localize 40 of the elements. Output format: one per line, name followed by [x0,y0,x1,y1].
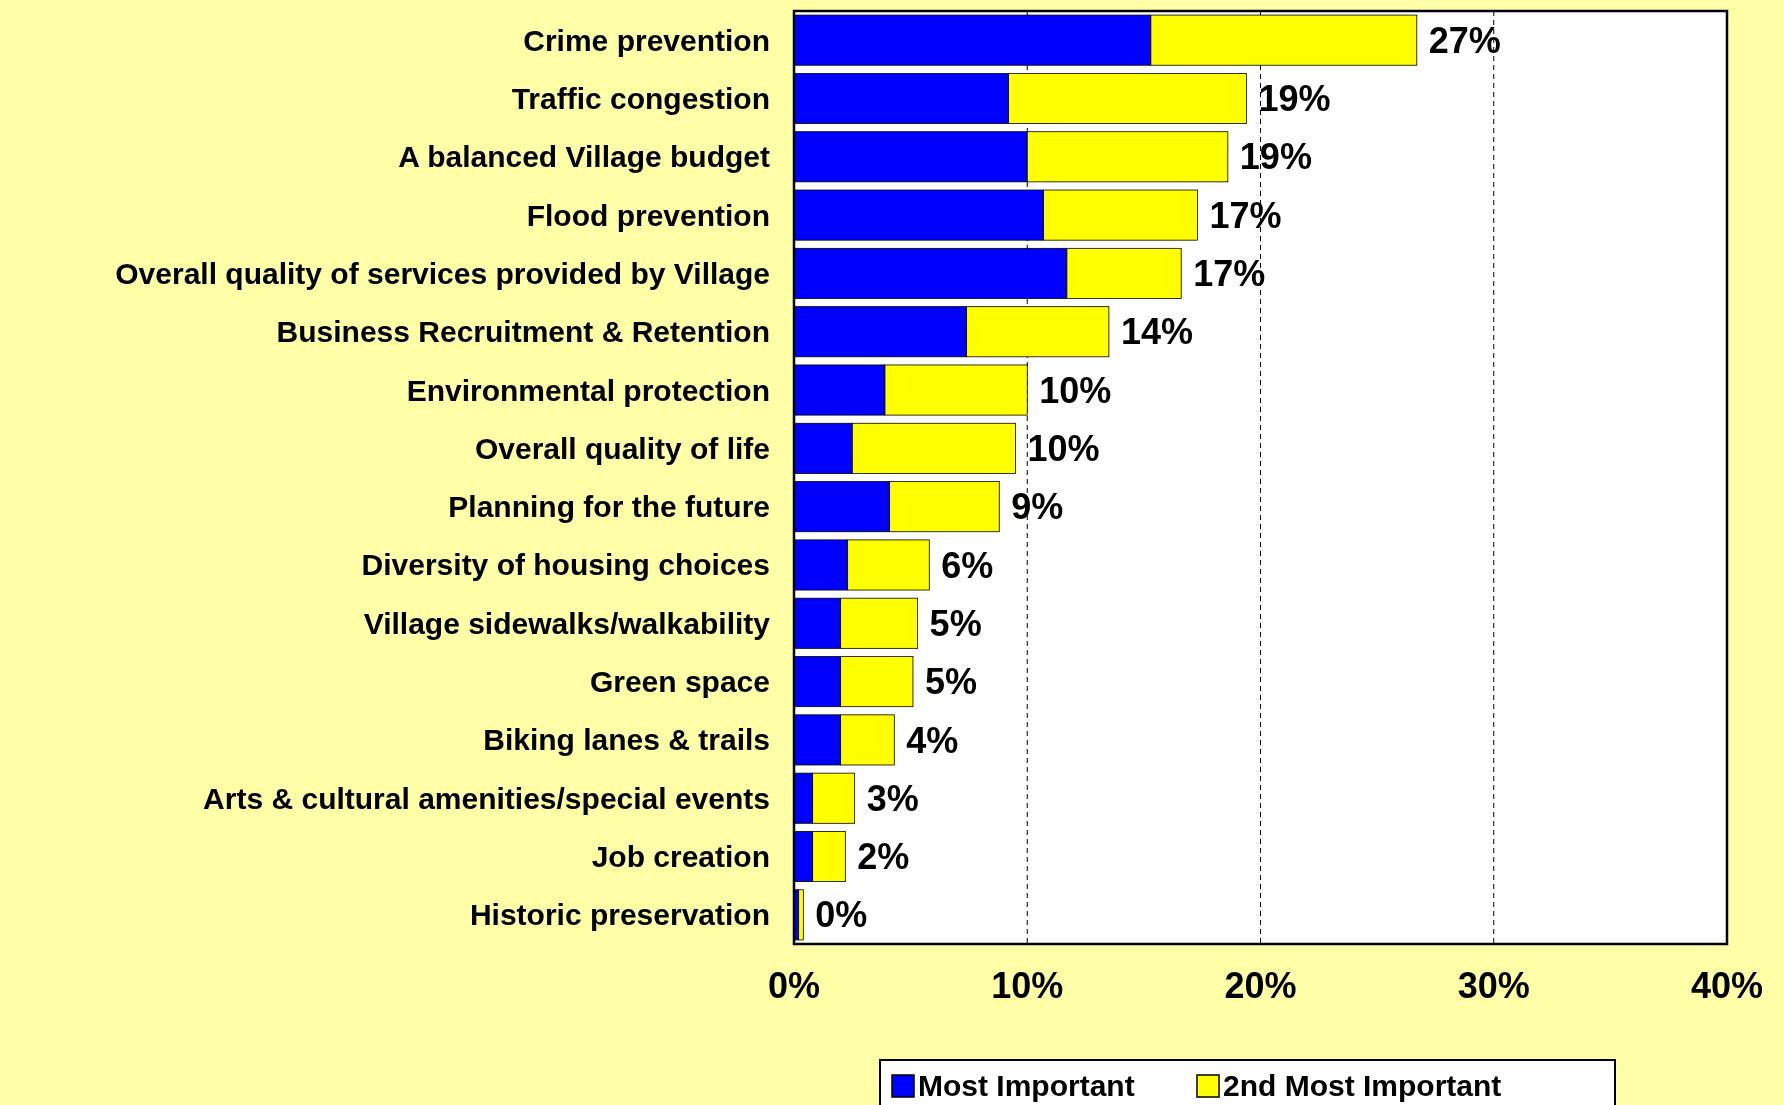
y-tick-label: Village sidewalks/walkability [363,606,771,640]
total-label: 19% [1239,136,1312,178]
y-tick-label: Overall quality of life [474,431,770,465]
total-label: 19% [1258,78,1331,120]
total-label: 0% [815,894,868,936]
y-tick-label: Environmental protection [406,373,770,407]
legend-label: Most Important [918,1069,1135,1102]
x-tick-label: 30% [1457,965,1530,1006]
x-tick-label: 20% [1224,965,1297,1006]
total-label: 9% [1011,486,1064,528]
x-tick-label: 10% [991,965,1064,1006]
y-tick-label: A balanced Village budget [398,140,771,174]
total-label: 2% [857,836,910,878]
total-label: 3% [866,777,919,819]
total-label: 10% [1039,369,1112,411]
y-tick-label: Biking lanes & trails [483,723,770,757]
y-tick-label: Arts & cultural amenities/special events [203,781,770,815]
y-tick-label: Green space [589,665,770,699]
y-tick-label: Crime prevention [523,23,770,57]
y-tick-label: Historic preservation [469,898,770,932]
y-tick-label: Diversity of housing choices [361,548,770,582]
bar [798,889,804,941]
x-tick-label: 40% [1690,965,1764,1006]
total-label: 14% [1120,311,1193,353]
x-tick-label: 0% [767,965,821,1006]
y-tick-label: Traffic congestion [511,81,770,115]
total-label: 17% [1193,253,1266,295]
y-tick-label: Flood prevention [526,198,770,232]
y-tick-label: Job creation [591,840,770,874]
total-label: 17% [1209,194,1282,236]
legend-label: 2nd Most Important [1223,1069,1502,1102]
total-label: 27% [1428,19,1501,61]
y-tick-label: Overall quality of services provided by Village [115,256,770,290]
total-label: 5% [924,661,977,703]
y-tick-label: Planning for the future [448,490,770,524]
y-tick-label: Business Recruitment & Retention [276,315,770,349]
total-label: 5% [929,602,982,644]
total-label: 6% [941,544,994,586]
total-label: 4% [906,719,959,761]
total-label: 10% [1027,427,1100,469]
